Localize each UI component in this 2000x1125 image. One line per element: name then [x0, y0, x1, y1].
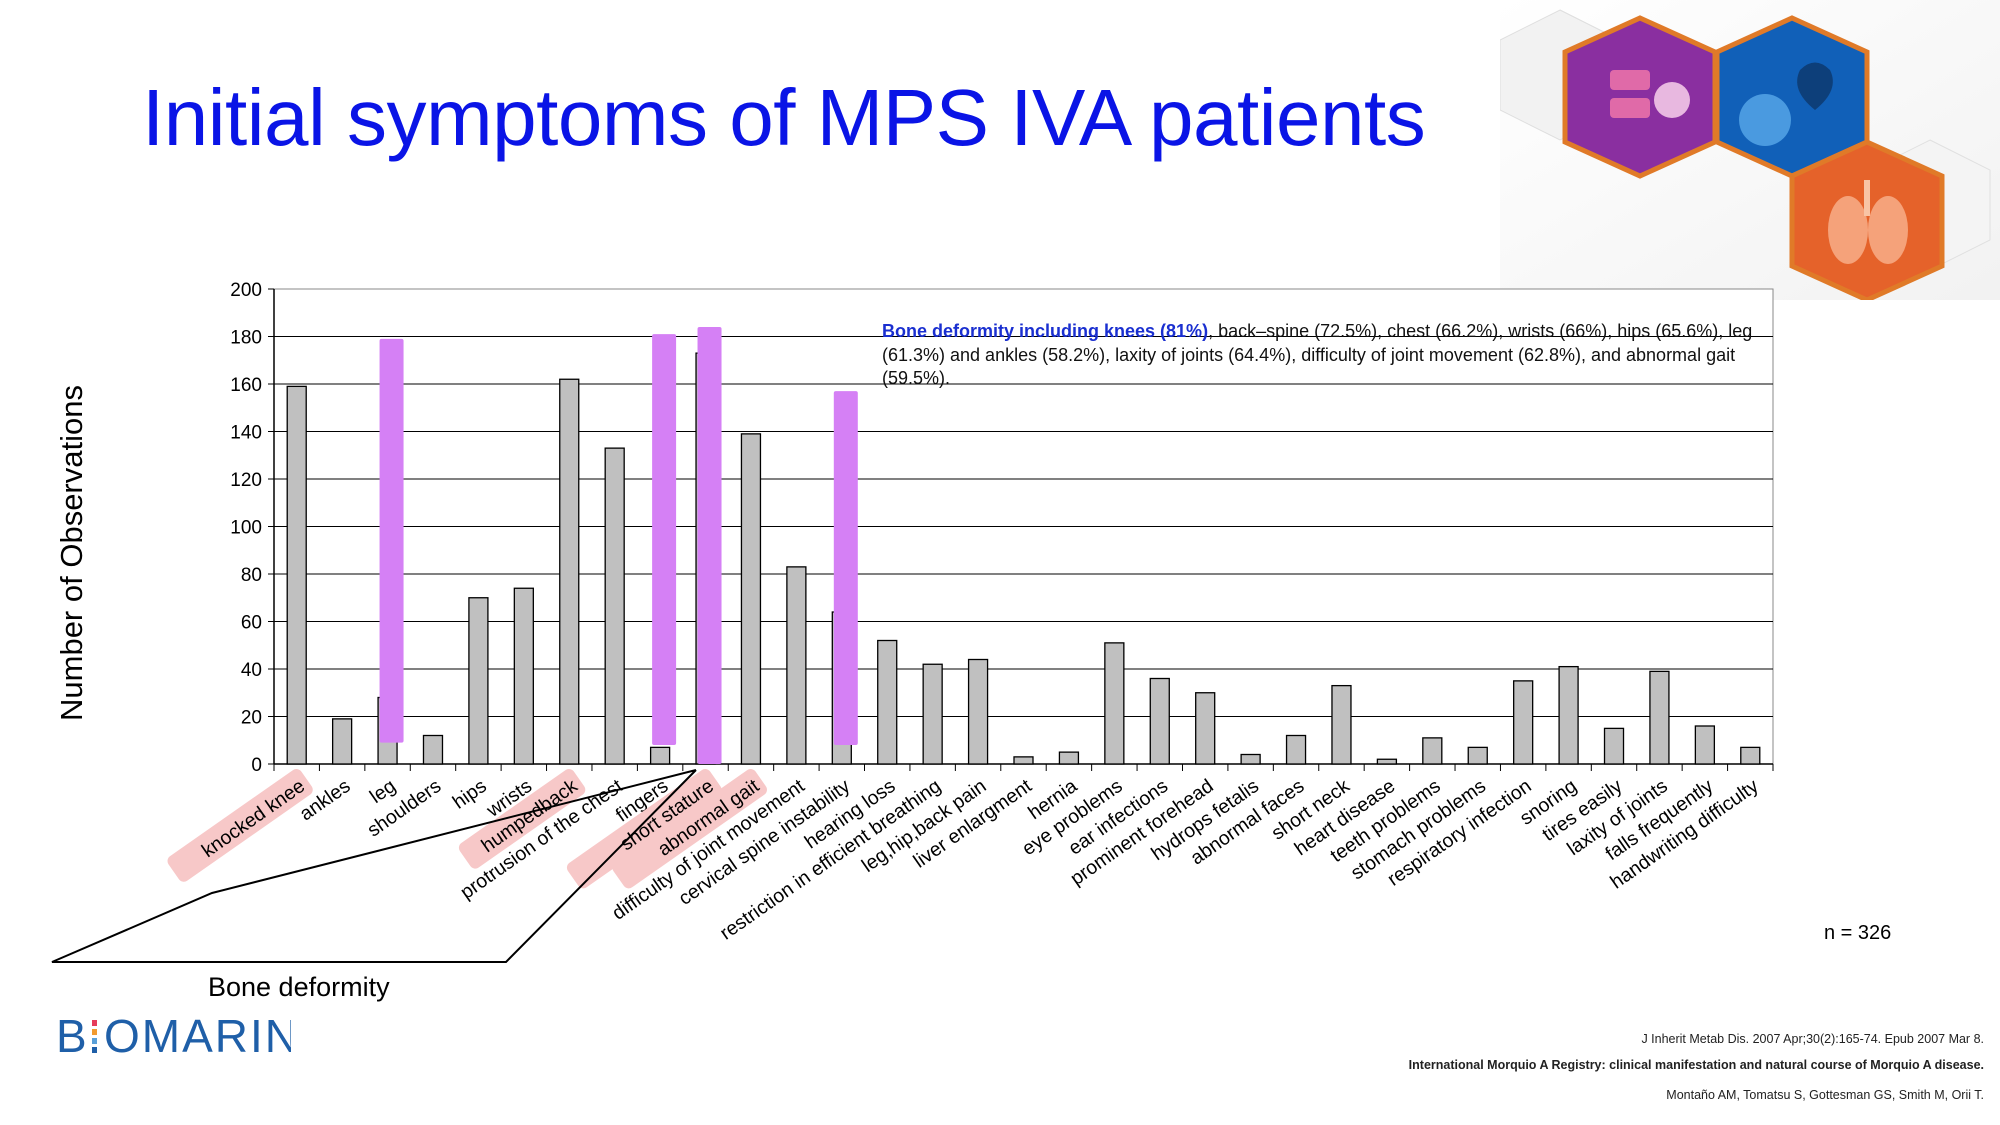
- y-tick-label: 120: [230, 470, 262, 491]
- bar-8: [649, 746, 671, 765]
- overlay-bar-9: [697, 327, 722, 764]
- x-tick-label-highlight: [458, 768, 586, 869]
- y-tick-label: 60: [241, 613, 262, 634]
- bar-28: [1558, 665, 1579, 765]
- bar-14: [922, 663, 943, 765]
- x-tick-label-highlight: [612, 768, 767, 889]
- y-tick-label: 80: [241, 565, 262, 586]
- bar-7: [604, 447, 625, 765]
- bar-32: [1740, 746, 1761, 765]
- reference-authors: Montaño AM, Tomatsu S, Gottesman GS, Smi…: [1666, 1088, 1984, 1102]
- bar-17: [1058, 751, 1080, 765]
- reference-citation: J Inherit Metab Dis. 2007 Apr;30(2):165-…: [1641, 1032, 1984, 1046]
- bar-19: [1149, 677, 1170, 765]
- biomarin-logo: B OMARIN: [56, 1010, 298, 1074]
- x-tick-label: knocked knee: [198, 775, 309, 862]
- bar-27: [1513, 680, 1534, 765]
- bar-30: [1649, 670, 1670, 765]
- bar-21: [1240, 753, 1261, 765]
- bar-31: [1694, 725, 1716, 765]
- bar-6: [559, 378, 580, 765]
- bar-24: [1376, 758, 1398, 765]
- bone-deformity-group-label: Bone deformity: [208, 972, 390, 1002]
- y-tick-label: 200: [230, 280, 262, 301]
- bar-26: [1467, 746, 1488, 765]
- annotation-highlight: Bone deformity including knees (81%): [882, 321, 1209, 341]
- annotation-text: , back–spine (72.5%), chest (66.2%), wri…: [882, 321, 1753, 388]
- lungs-icon: [1789, 139, 1945, 300]
- svg-text:B: B: [56, 1010, 89, 1062]
- bar-13: [877, 639, 898, 765]
- bar-18: [1104, 642, 1125, 765]
- bar-22: [1285, 734, 1307, 765]
- slide-title: Initial symptoms of MPS IVA patients: [142, 73, 1426, 162]
- bar-15: [967, 658, 989, 765]
- bar-4: [468, 597, 489, 765]
- chart-annotation: Bone deformity including knees (81%), ba…: [882, 320, 1762, 391]
- biomarin-logo-mark: B OMARIN: [56, 1010, 298, 1062]
- y-tick-label: 160: [230, 375, 262, 396]
- overlay-bar-2: [379, 338, 404, 743]
- bar-11: [786, 566, 807, 765]
- bar-10: [740, 433, 762, 765]
- overlay-bar-8: [652, 334, 677, 745]
- svg-text:OMARIN: OMARIN: [104, 1010, 291, 1062]
- x-tick-label-highlight: [566, 768, 722, 889]
- bar-25: [1422, 737, 1443, 765]
- y-tick-label: 20: [241, 708, 262, 729]
- x-tick-label-group: knocked knee: [167, 768, 313, 882]
- y-tick-label: 140: [230, 423, 262, 444]
- bar-5: [513, 587, 534, 765]
- reference-title: International Morquio A Registry: clinic…: [1408, 1058, 1984, 1072]
- y-tick-label: 0: [251, 755, 262, 776]
- bar-1: [331, 718, 353, 765]
- overlay-bar-12: [833, 391, 858, 745]
- y-tick-label: 100: [230, 518, 262, 539]
- bar-3: [422, 734, 444, 765]
- bar-0: [286, 385, 307, 765]
- bar-20: [1195, 692, 1216, 765]
- x-tick-label-highlight: [167, 768, 313, 882]
- bone-deformity-bracket: [51, 769, 697, 963]
- hexagon-decoration: [1500, 0, 2000, 300]
- bar-29: [1603, 727, 1625, 765]
- y-tick-label: 40: [241, 660, 262, 681]
- sample-size-label: n = 326: [1824, 922, 1892, 944]
- y-tick-label: 180: [230, 328, 262, 349]
- bar-23: [1331, 684, 1352, 765]
- bar-16: [1013, 756, 1034, 765]
- heart-icon: [1714, 15, 1870, 179]
